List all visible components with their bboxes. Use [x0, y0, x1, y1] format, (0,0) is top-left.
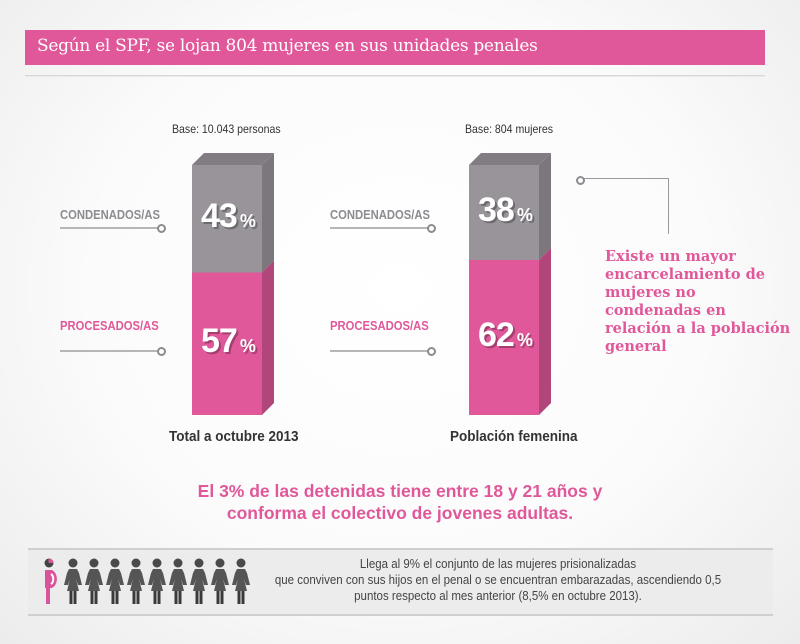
bar-2-condenados-percent: % [516, 204, 533, 225]
bar-1-condenados-as-front [192, 165, 262, 273]
bar-1-procesados-percent: % [239, 335, 256, 356]
callout-line-horizontal [584, 178, 668, 179]
young-adults-statement: El 3% de las detenidas tiene entre 18 y … [180, 480, 620, 524]
woman-icon [126, 558, 146, 613]
bar-1-procesados-number: 57 [201, 321, 238, 360]
bar-1-procesados-as-front [192, 272, 262, 415]
woman-icon [189, 558, 209, 613]
page-title: Según el SPF, se lojan 804 mujeres en su… [37, 36, 538, 56]
bar-2-top-face [469, 153, 551, 165]
bar-2-condenados-value: 38% [478, 191, 533, 230]
bar-1-procesados-value: 57% [201, 322, 256, 361]
mothers-statement: Llega al 9% el conjunto de las mujeres p… [268, 556, 728, 604]
bar-1-procesados-leader [60, 350, 158, 352]
header-divider [25, 75, 765, 77]
bar-2-caption: Población femenina [450, 428, 578, 445]
header-banner: Según el SPF, se lojan 804 mujeres en su… [25, 30, 765, 65]
bar-2-procesados-dot [427, 347, 436, 356]
bar-1-condenados-leader [60, 227, 158, 229]
bar-1-base-label: Base: 10.043 personas [172, 122, 281, 136]
bar-1-caption: Total a octubre 2013 [169, 428, 299, 445]
bar-2-condenados-number: 38 [478, 190, 515, 229]
callout-dot [576, 176, 585, 185]
bar-1-condenados-percent: % [239, 210, 256, 231]
mothers-band: Llega al 9% el conjunto de las mujeres p… [28, 548, 773, 616]
bar-2-condenados-label: CONDENADOS/AS [330, 208, 431, 222]
mothers-line-2: que conviven con sus hijos en el penal o… [274, 573, 722, 587]
bar-2-procesados-number: 62 [478, 315, 515, 354]
bar-2-condenados-as-front [469, 165, 539, 260]
woman-icon [63, 558, 83, 613]
bar-2-procesados-leader [330, 350, 428, 352]
bar-1-stack [192, 153, 274, 415]
callout-text: Existe un mayor encarcelamiento de mujer… [605, 248, 791, 355]
young-adults-line-1: El 3% de las detenidas tiene entre 18 y … [197, 481, 603, 501]
callout-line-vertical [668, 178, 669, 234]
bar-2-procesados-label: PROCESADOS/AS [330, 319, 429, 333]
woman-icon [231, 558, 251, 613]
woman-icon [84, 558, 104, 613]
bar-2-procesados-as-side [539, 248, 551, 415]
bar-2-condenados-dot [427, 224, 436, 233]
young-adults-line-2: conforma el colectivo de jovenes adultas… [226, 503, 574, 523]
woman-icon [210, 558, 230, 613]
bar-2-condenados-leader [330, 227, 428, 229]
woman-icon [147, 558, 167, 613]
bar-1-condenados-label: CONDENADOS/AS [60, 208, 161, 222]
bar-2-condenados-as-side [539, 153, 551, 260]
bar-1-condenados-number: 43 [201, 196, 238, 235]
bar-2-stack [469, 153, 551, 415]
bar-2-procesados-value: 62% [478, 316, 533, 355]
mothers-line-3: puntos respecto al mes anterior (8,5% en… [354, 589, 642, 603]
bar-1-condenados-as-side [262, 153, 274, 273]
bar-1-procesados-label: PROCESADOS/AS [60, 319, 159, 333]
bar-1-top-face [192, 153, 274, 165]
mothers-line-1: Llega al 9% el conjunto de las mujeres p… [359, 557, 637, 571]
bar-2-procesados-as-front [469, 260, 539, 415]
bar-1-condenados-value: 43% [201, 197, 256, 236]
woman-icon [168, 558, 188, 613]
bar-2-procesados-percent: % [516, 329, 533, 350]
pregnant-woman-icon [42, 558, 62, 613]
bar-2-base-label: Base: 804 mujeres [465, 122, 554, 136]
woman-icon [105, 558, 125, 613]
bar-1-procesados-dot [157, 347, 166, 356]
bar-1-procesados-as-side [262, 260, 274, 415]
bar-1-condenados-dot [157, 224, 166, 233]
